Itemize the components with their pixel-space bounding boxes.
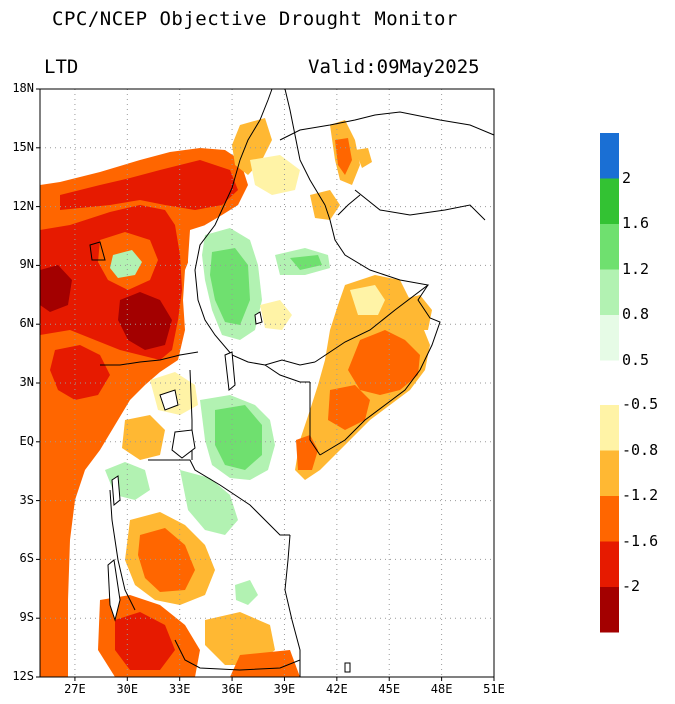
axis-ticks xyxy=(36,88,495,681)
colorbar-dry-swatch xyxy=(600,496,619,542)
colorbar-dry-label: -0.5 xyxy=(622,395,659,413)
lat-tick-label: 3S xyxy=(19,492,34,507)
colorbar-dry-label: -1.6 xyxy=(622,531,659,550)
colorbar-dry-swatch xyxy=(600,587,619,633)
colorbar-wet-label: 0.8 xyxy=(622,305,650,323)
index-label: LTD xyxy=(44,56,79,78)
lat-tick-label: 6N xyxy=(19,316,34,331)
lon-tick-label: 48E xyxy=(430,682,453,696)
colorbar-dry-label: -2 xyxy=(622,577,641,595)
lakes xyxy=(107,311,351,673)
colorbar-wet-label: 0.5 xyxy=(622,350,650,369)
colorbar-wet-swatch xyxy=(600,269,619,315)
lat-tick-label: 18N xyxy=(12,81,34,95)
lat-tick-label: 3N xyxy=(19,375,34,389)
lon-tick-label: 36E xyxy=(221,682,243,696)
lon-tick-label: 27E xyxy=(64,682,86,696)
drought-shading xyxy=(40,118,432,677)
lat-tick-label: 9S xyxy=(19,610,34,625)
lat-tick-label: 6S xyxy=(19,551,34,566)
lon-tick-label: 39E xyxy=(273,682,296,696)
colorbar-dry-label: -1.2 xyxy=(622,486,659,504)
colorbar-wet-swatch xyxy=(600,178,619,224)
lon-tick-label: 30E xyxy=(116,682,139,696)
valid-date-label: Valid:09May2025 xyxy=(308,56,480,78)
colorbar-dry-swatch xyxy=(600,405,619,451)
lat-tick-label: EQ xyxy=(19,433,34,448)
lon-tick-label: 51E xyxy=(483,682,505,696)
colorbar-wet-swatch xyxy=(600,133,619,179)
colorbar-dry-swatch xyxy=(600,541,619,587)
colorbar-wet-label: 1.6 xyxy=(622,214,650,232)
colorbar-wet-swatch xyxy=(600,224,619,270)
lat-tick-label: 9N xyxy=(19,257,34,272)
colorbar-wet-label: 2 xyxy=(622,168,632,187)
colorbar-dry-swatch xyxy=(600,450,619,496)
lon-tick-label: 42E xyxy=(326,682,348,696)
colorbar-wet-swatch xyxy=(600,315,619,361)
colorbar-dry-label: -0.8 xyxy=(622,440,659,459)
colorbar-wet-label: 1.2 xyxy=(622,259,650,278)
lat-tick-label: 12S xyxy=(12,669,34,683)
colorbar xyxy=(600,133,619,633)
lat-tick-label: 12N xyxy=(12,198,34,213)
map-title: CPC/NCEP Objective Drought Monitor xyxy=(52,8,458,30)
lon-tick-label: 33E xyxy=(168,682,191,696)
lon-tick-label: 45E xyxy=(378,682,401,696)
lat-tick-label: 15N xyxy=(12,139,34,154)
